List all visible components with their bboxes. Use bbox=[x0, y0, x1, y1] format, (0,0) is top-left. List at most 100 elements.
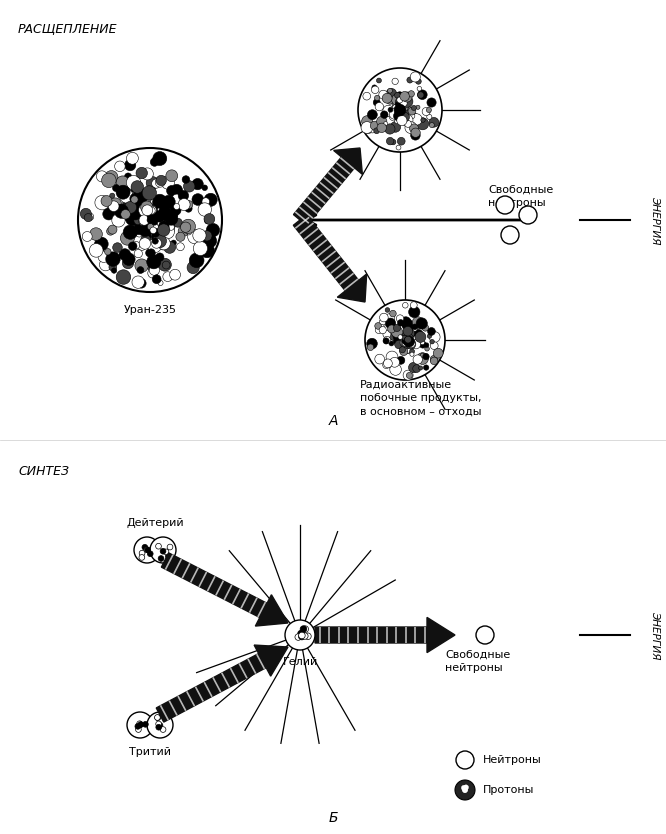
Circle shape bbox=[147, 249, 155, 257]
Circle shape bbox=[412, 317, 424, 328]
Circle shape bbox=[464, 785, 468, 790]
Circle shape bbox=[107, 228, 115, 235]
Circle shape bbox=[101, 195, 112, 207]
Circle shape bbox=[206, 224, 220, 237]
Circle shape bbox=[362, 116, 373, 127]
Circle shape bbox=[204, 214, 214, 224]
Circle shape bbox=[384, 359, 392, 368]
Circle shape bbox=[372, 86, 379, 93]
Circle shape bbox=[396, 314, 404, 322]
Circle shape bbox=[430, 342, 438, 349]
Circle shape bbox=[147, 254, 161, 269]
Circle shape bbox=[139, 216, 149, 226]
Circle shape bbox=[151, 215, 159, 224]
Circle shape bbox=[151, 234, 159, 241]
Circle shape bbox=[411, 128, 420, 138]
Circle shape bbox=[395, 108, 404, 117]
Circle shape bbox=[400, 317, 411, 328]
Circle shape bbox=[411, 113, 422, 125]
Circle shape bbox=[430, 355, 438, 364]
Circle shape bbox=[434, 349, 443, 358]
Circle shape bbox=[375, 103, 384, 111]
Circle shape bbox=[148, 239, 161, 253]
Circle shape bbox=[392, 95, 400, 102]
Circle shape bbox=[389, 110, 400, 121]
Text: Свободные
нейтроны: Свободные нейтроны bbox=[445, 650, 510, 673]
Circle shape bbox=[412, 326, 418, 331]
Circle shape bbox=[405, 122, 417, 133]
Circle shape bbox=[462, 786, 466, 791]
Circle shape bbox=[367, 339, 378, 349]
Circle shape bbox=[367, 344, 374, 350]
Circle shape bbox=[383, 105, 394, 117]
Circle shape bbox=[146, 177, 159, 189]
Circle shape bbox=[386, 98, 393, 104]
Circle shape bbox=[204, 193, 217, 206]
Circle shape bbox=[389, 341, 394, 346]
Circle shape bbox=[406, 373, 412, 379]
Circle shape bbox=[402, 115, 411, 124]
Circle shape bbox=[155, 200, 161, 206]
Circle shape bbox=[384, 314, 395, 324]
Circle shape bbox=[152, 179, 161, 188]
Circle shape bbox=[391, 326, 402, 338]
Circle shape bbox=[148, 269, 157, 278]
Circle shape bbox=[130, 209, 144, 224]
Circle shape bbox=[430, 339, 434, 344]
Circle shape bbox=[405, 336, 412, 343]
Circle shape bbox=[421, 118, 425, 123]
Circle shape bbox=[429, 332, 440, 343]
Circle shape bbox=[142, 218, 147, 224]
Circle shape bbox=[302, 626, 308, 632]
Circle shape bbox=[399, 335, 411, 347]
Circle shape bbox=[115, 161, 125, 172]
Circle shape bbox=[95, 195, 109, 210]
Circle shape bbox=[198, 203, 212, 216]
Circle shape bbox=[400, 348, 408, 355]
Circle shape bbox=[123, 258, 134, 269]
Circle shape bbox=[98, 251, 109, 263]
Circle shape bbox=[397, 108, 406, 117]
Circle shape bbox=[397, 108, 402, 113]
Circle shape bbox=[406, 121, 414, 129]
Circle shape bbox=[208, 235, 215, 243]
Circle shape bbox=[123, 200, 129, 206]
Circle shape bbox=[138, 222, 153, 237]
Circle shape bbox=[402, 92, 412, 102]
Circle shape bbox=[394, 324, 401, 332]
Circle shape bbox=[202, 185, 208, 190]
Circle shape bbox=[380, 314, 388, 322]
Circle shape bbox=[379, 90, 388, 99]
Circle shape bbox=[390, 364, 402, 375]
Circle shape bbox=[152, 219, 158, 225]
Text: Радиоактивные
побочные продукты,
в основном – отходы: Радиоактивные побочные продукты, в основ… bbox=[360, 380, 482, 416]
Circle shape bbox=[151, 198, 160, 208]
Circle shape bbox=[159, 241, 168, 250]
Circle shape bbox=[295, 634, 302, 641]
Circle shape bbox=[369, 124, 374, 128]
Circle shape bbox=[161, 176, 174, 189]
Circle shape bbox=[402, 344, 412, 354]
Circle shape bbox=[156, 721, 161, 726]
Circle shape bbox=[395, 340, 404, 349]
Circle shape bbox=[144, 547, 150, 553]
Circle shape bbox=[157, 237, 170, 250]
Circle shape bbox=[406, 112, 410, 116]
Circle shape bbox=[139, 555, 145, 560]
Circle shape bbox=[151, 229, 160, 237]
Circle shape bbox=[394, 118, 400, 123]
Circle shape bbox=[142, 213, 148, 219]
Circle shape bbox=[377, 123, 386, 133]
Circle shape bbox=[109, 201, 119, 212]
Circle shape bbox=[95, 237, 108, 251]
Circle shape bbox=[106, 252, 121, 266]
Circle shape bbox=[142, 205, 153, 216]
Circle shape bbox=[135, 259, 149, 273]
Circle shape bbox=[392, 97, 404, 109]
Circle shape bbox=[90, 228, 103, 240]
Circle shape bbox=[398, 334, 403, 339]
Circle shape bbox=[394, 104, 406, 116]
Text: Свободные
нейтроны: Свободные нейтроны bbox=[488, 185, 553, 208]
Circle shape bbox=[131, 196, 138, 203]
Circle shape bbox=[397, 115, 407, 126]
